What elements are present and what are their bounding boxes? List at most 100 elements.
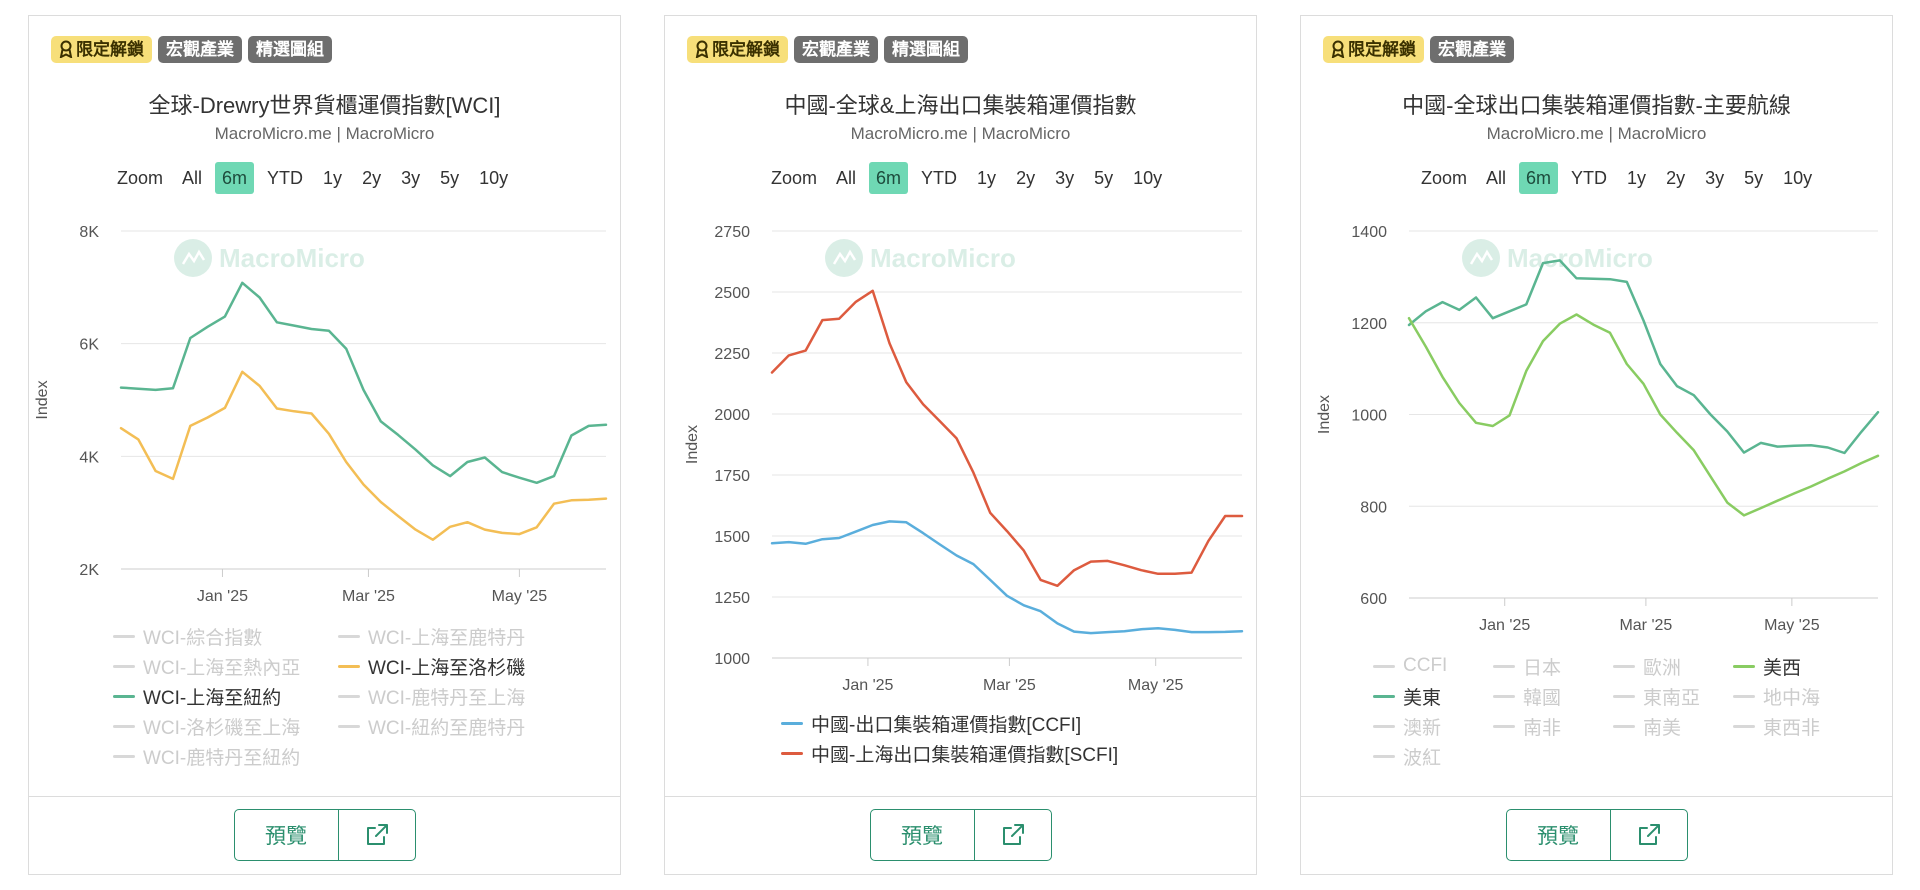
range-btn-1y[interactable]: 1y [1627,168,1647,188]
badge-featured-group[interactable]: 精選圖組 [884,36,968,63]
badge-macro-industry[interactable]: 宏觀產業 [794,36,878,63]
legend-swatch [1373,724,1395,728]
chart-source: MacroMicro.me | MacroMicro [214,124,435,143]
x-tick-label: May '25 [492,588,548,605]
legend-item[interactable]: 中國-出口集裝箱運價指數[CCFI] [781,711,1181,736]
range-btn-6m[interactable]: 6m [215,162,255,194]
range-btn-ytd[interactable]: YTD [1571,168,1608,188]
legend-swatch [113,664,135,668]
legend-item[interactable]: 南非 [1493,714,1613,739]
legend-item[interactable]: CCFI [1373,654,1493,678]
range-zoom-label: Zoom [117,167,164,188]
legend-item[interactable]: 日本 [1493,654,1613,679]
y-axis-label: Index [1316,395,1333,434]
range-selector: Zoom All 6m YTD 1y 2y 3y 5y 10y [771,162,1175,194]
preview-button[interactable]: 預覽 [235,810,339,860]
legend-item[interactable]: WCI-上海至洛杉磯 [338,654,563,679]
range-btn-10y[interactable]: 10y [479,168,509,188]
range-btn-2y[interactable]: 2y [1666,168,1686,188]
y-tick-label: 1500 [714,529,750,546]
legend-item[interactable]: 中國-上海出口集裝箱運價指數[SCFI] [781,741,1181,766]
legend-label: 日本 [1523,657,1562,679]
chart-title: 中國-全球出口集裝箱運價指數-主要航線 [1402,93,1791,118]
range-btn-all[interactable]: All [836,168,857,188]
badge-featured-group[interactable]: 精選圖組 [248,36,332,63]
badge-macro-industry[interactable]: 宏觀產業 [158,36,242,63]
badge-row: 限定解鎖 宏觀產業 [1323,36,1514,63]
legend-label: 歐洲 [1643,657,1682,679]
legend-item[interactable]: WCI-上海至紐約 [113,684,338,709]
legend-item[interactable]: 澳新 [1373,714,1493,739]
range-btn-3y[interactable]: 3y [1055,168,1075,188]
series-line[interactable] [1407,313,1880,517]
chart-card-ccfi-scfi: 限定解鎖 宏觀產業 精選圖組 中國-全球&上海出口集裝箱運價指數 MacroMi… [664,15,1257,875]
badge-limited-unlock[interactable]: 限定解鎖 [687,36,788,63]
badge-limited-unlock[interactable]: 限定解鎖 [1323,36,1424,63]
range-btn-6m[interactable]: 6m [1519,162,1559,194]
preview-button[interactable]: 預覽 [1507,810,1611,860]
range-btn-3y[interactable]: 3y [401,168,421,188]
legend-item[interactable]: 美西 [1733,654,1853,679]
legend-label: 東西非 [1763,717,1821,739]
legend-swatch [1733,664,1755,668]
series-line[interactable] [1407,259,1880,455]
series-line[interactable] [119,370,608,541]
y-axis-label: Index [684,425,701,464]
range-btn-5y[interactable]: 5y [440,168,460,188]
legend-item[interactable]: 美東 [1373,684,1493,709]
legend-item[interactable]: WCI-鹿特丹至上海 [338,684,563,709]
legend-item[interactable]: 地中海 [1733,684,1853,709]
watermark: MacroMicro [825,239,1016,277]
legend-item[interactable]: 東南亞 [1613,684,1733,709]
range-btn-ytd[interactable]: YTD [921,168,958,188]
legend-swatch [1373,694,1395,698]
legend-swatch [1733,694,1755,698]
chart-legend: WCI-綜合指數 WCI-上海至鹿特丹 WCI-上海至熱內亞 WCI-上海至洛杉磯 WC… [113,624,563,769]
preview-button[interactable]: 預覽 [871,810,975,860]
legend-item[interactable]: WCI-洛杉磯至上海 [113,714,338,739]
legend-label: 中國-出口集裝箱運價指數[CCFI] [811,714,1082,736]
range-btn-all[interactable]: All [182,168,203,188]
series-line[interactable] [770,520,1244,635]
open-external-button[interactable] [1611,810,1687,860]
range-btn-10y[interactable]: 10y [1133,168,1163,188]
legend-item[interactable]: WCI-上海至熱內亞 [113,654,338,679]
badge-limited-unlock[interactable]: 限定解鎖 [51,36,152,63]
badge-label: 限定解鎖 [1348,40,1416,59]
legend-item[interactable]: WCI-綜合指數 [113,624,338,649]
series-line[interactable] [119,281,608,485]
legend-item[interactable]: WCI-上海至鹿特丹 [338,624,563,649]
legend-item[interactable]: 東西非 [1733,714,1853,739]
line-chart: MacroMicro 1000 1250 1500 1750 2000 2250 2500 27… [684,224,1244,694]
badge-macro-industry[interactable]: 宏觀產業 [1430,36,1514,63]
range-btn-2y[interactable]: 2y [362,168,382,188]
ribbon-icon [695,40,709,58]
range-btn-all[interactable]: All [1486,168,1507,188]
legend-item[interactable]: 韓國 [1493,684,1613,709]
series-line[interactable] [770,289,1244,588]
range-btn-1y[interactable]: 1y [977,168,997,188]
range-btn-1y[interactable]: 1y [323,168,343,188]
y-tick-label: 2250 [714,346,750,363]
legend-item[interactable]: WCI-鹿特丹至紐約 [113,744,338,769]
chart-card-wci: 限定解鎖 宏觀產業 精選圖組 全球-Drewry世界貨櫃運價指數[WCI] Ma… [28,15,621,875]
watermark: MacroMicro [174,239,365,277]
legend-item[interactable]: WCI-紐約至鹿特丹 [338,714,563,739]
range-btn-2y[interactable]: 2y [1016,168,1036,188]
open-external-button[interactable] [975,810,1051,860]
range-btn-10y[interactable]: 10y [1783,168,1813,188]
y-tick-label: 4K [79,449,99,466]
range-btn-5y[interactable]: 5y [1094,168,1114,188]
open-external-button[interactable] [339,810,415,860]
range-btn-ytd[interactable]: YTD [267,168,304,188]
legend-item[interactable]: 南美 [1613,714,1733,739]
external-link-icon [1638,824,1660,845]
legend-item[interactable]: 波紅 [1373,744,1493,769]
range-btn-6m[interactable]: 6m [869,162,909,194]
legend-item[interactable]: 歐洲 [1613,654,1733,679]
range-btn-5y[interactable]: 5y [1744,168,1764,188]
range-btn-3y[interactable]: 3y [1705,168,1725,188]
legend-label: WCI-上海至洛杉磯 [368,657,526,679]
legend-swatch [338,664,360,668]
y-tick-label: 600 [1360,591,1387,608]
